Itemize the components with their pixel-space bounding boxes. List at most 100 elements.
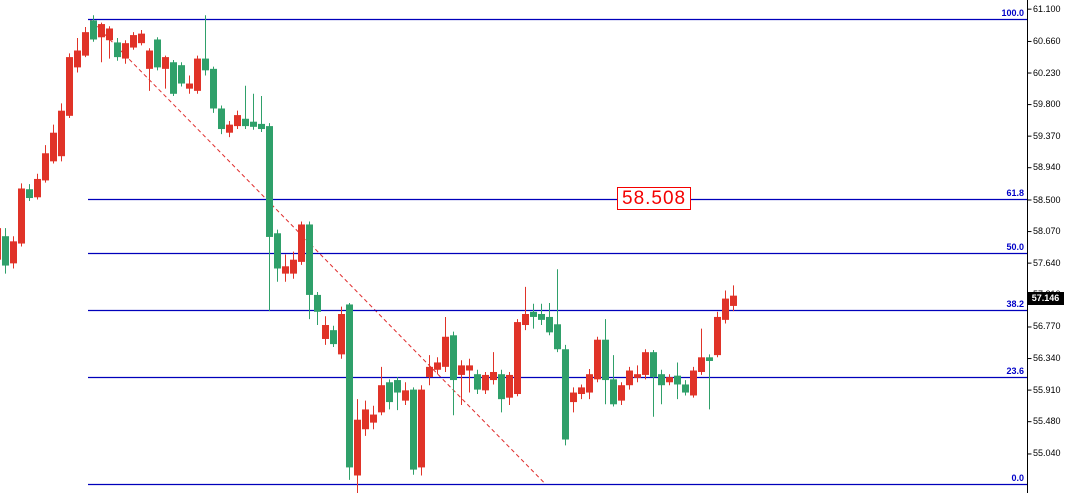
- candle: [482, 371, 489, 395]
- fib-level-label-50.0[interactable]: 50.0: [1006, 242, 1024, 253]
- fib-level-label-100.0[interactable]: 100.0: [1001, 8, 1024, 19]
- fib-level-label-23.6[interactable]: 23.6: [1006, 366, 1024, 377]
- candle-body: [586, 374, 593, 393]
- price-axis-tick-label: 60.230: [1033, 67, 1061, 78]
- candle-body: [162, 57, 169, 69]
- candle: [666, 374, 673, 386]
- fib-level-label-61.8[interactable]: 61.8: [1006, 187, 1024, 198]
- candle: [514, 319, 521, 397]
- candle: [458, 360, 465, 406]
- price-axis-tick-label: 58.500: [1033, 194, 1061, 205]
- candle-body: [58, 110, 65, 157]
- candle-body: [426, 366, 433, 378]
- candle-body: [722, 298, 729, 320]
- candle: [362, 400, 369, 436]
- candle-body: [42, 153, 49, 181]
- candle-body: [666, 377, 673, 383]
- candle: [634, 365, 641, 383]
- fib-price-label[interactable]: 58.508: [617, 186, 692, 210]
- candle-body: [258, 123, 265, 130]
- candle-body: [706, 357, 713, 361]
- candle: [58, 103, 65, 162]
- fib-level-label-0.0[interactable]: 0.0: [1011, 472, 1024, 483]
- candle: [114, 38, 121, 61]
- candle-body: [106, 28, 113, 41]
- candle-body: [418, 389, 425, 468]
- fib-trendline[interactable]: [89, 18, 546, 484]
- candle: [546, 302, 553, 336]
- candle-body: [506, 374, 513, 398]
- candle: [90, 15, 97, 42]
- candle-body: [378, 385, 385, 413]
- candle-body: [154, 39, 161, 68]
- candle: [306, 221, 313, 320]
- candle-body: [298, 224, 305, 262]
- candle: [554, 269, 561, 353]
- candle-body: [458, 365, 465, 375]
- candle-body: [90, 20, 97, 40]
- candle: [578, 384, 585, 400]
- fib-level-label-38.2[interactable]: 38.2: [1006, 298, 1024, 309]
- candle: [386, 379, 393, 410]
- candle-body: [514, 322, 521, 395]
- candle: [618, 382, 625, 406]
- candle-body: [594, 339, 601, 380]
- candle-body: [50, 132, 57, 162]
- candle-body: [442, 336, 449, 367]
- candle: [506, 371, 513, 406]
- candle: [642, 349, 649, 380]
- candle: [82, 27, 89, 58]
- candle: [402, 382, 409, 406]
- candle-body: [714, 316, 721, 356]
- candle: [650, 349, 657, 417]
- candle-body: [562, 349, 569, 440]
- candle: [290, 251, 297, 279]
- candle: [234, 110, 241, 130]
- price-axis-tick-label: 59.800: [1033, 99, 1061, 110]
- candle-body: [466, 365, 473, 371]
- candle-body: [570, 392, 577, 403]
- candle-body: [250, 121, 257, 127]
- candle-body: [10, 241, 17, 264]
- candle-body: [698, 357, 705, 372]
- candle-body: [642, 352, 649, 375]
- candle: [370, 405, 377, 430]
- price-axis-tick-label: 56.770: [1033, 321, 1061, 332]
- candle: [530, 303, 537, 329]
- candle-body: [330, 330, 337, 345]
- candle: [698, 328, 705, 375]
- candle: [178, 62, 185, 87]
- candle-body: [474, 374, 481, 390]
- candle-body: [402, 390, 409, 401]
- candle: [50, 124, 57, 164]
- candle-body: [210, 68, 217, 109]
- candle: [274, 229, 281, 282]
- candle: [586, 369, 593, 400]
- candle: [146, 48, 153, 91]
- candle-body: [306, 224, 313, 295]
- candle-body: [242, 118, 249, 127]
- candle-body: [74, 50, 81, 68]
- candle-body: [186, 83, 193, 89]
- price-axis-tick-label: 55.040: [1033, 448, 1061, 459]
- candle: [682, 380, 689, 396]
- candle: [122, 40, 129, 64]
- candle: [714, 311, 721, 358]
- candle: [674, 362, 681, 400]
- candle: [162, 55, 169, 89]
- candle: [42, 145, 49, 183]
- candle: [210, 66, 217, 113]
- candle: [730, 285, 737, 312]
- candle-body: [434, 362, 441, 370]
- candle-body: [522, 314, 529, 326]
- candle: [338, 306, 345, 359]
- candle-body: [0, 228, 1, 260]
- candle: [594, 336, 601, 383]
- candle: [394, 377, 401, 411]
- candle: [570, 387, 577, 413]
- candle: [298, 221, 305, 265]
- candle: [242, 85, 249, 130]
- current-price-tag: 57.146: [1027, 292, 1064, 306]
